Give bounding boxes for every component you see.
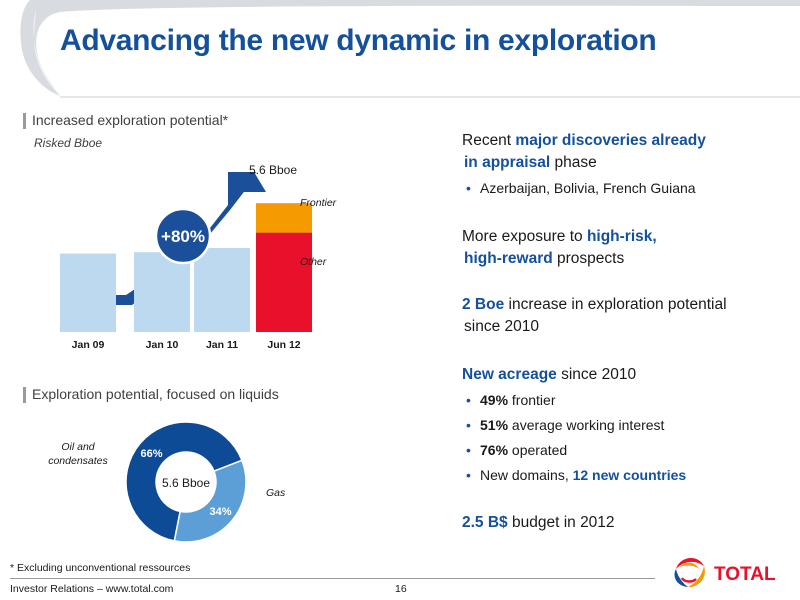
bullet-operated-value: 76% [480,442,509,458]
total-logo: TOTAL [674,557,776,588]
bullet-working-interest-text: average working interest [508,417,665,433]
growth-arrow-head [242,172,266,192]
section-heading-exploration-potential: Increased exploration potential* [22,112,229,129]
donut-slice-label-0: 66% [141,448,163,460]
p1-text-1: Recent [462,132,516,149]
header-swoosh [20,0,800,98]
footer-investor-relations: Investor Relations – www.total.com [10,583,174,595]
footnote: * Excluding unconventional ressources [10,562,191,574]
oil-label-line2: condensates [48,455,108,467]
p2-highlight-2: high-reward [464,250,553,267]
bullet-frontier-value: 49% [480,392,509,408]
x-tick-label: Jan 11 [206,339,238,351]
p1-highlight-1: major discoveries already [515,132,706,149]
other-label: Other [300,256,327,268]
p1-highlight-2: in appraisal [464,154,551,171]
page-number: 16 [395,583,407,595]
bullet-frontier: 49% frontier [466,392,556,408]
footer-divider [10,578,655,579]
oil-label-line1: Oil and [61,441,95,453]
para-2-boe: 2 Boe increase in exploration potential … [462,294,727,338]
p3-text-1: increase in exploration potential [504,296,727,313]
bullet-new-domains-text: New domains, [480,467,573,483]
bar-chart: Jan 09 Jan 10 Jan 11 Jun 12 +80% 5.6 Bboe Fron… [60,163,337,351]
bullet-new-domains: New domains, 12 new countries [466,467,687,483]
x-tick-label: Jun 12 [267,339,300,351]
p4-highlight-1: New acreage [462,366,557,383]
x-tick-label: Jan 10 [146,339,179,351]
p2-text-1: More exposure to [462,228,587,245]
x-tick-label: Jan 09 [72,339,105,351]
p4-text-1: since 2010 [556,366,637,383]
p2-text-2: prospects [552,250,625,267]
p2-highlight-1: high-risk, [586,228,657,245]
donut-chart: 66% 34% 5.6 Bboe Oil and condensates Gas [48,421,286,543]
bar-frontier-jun-12 [256,203,312,233]
p5-text-1: budget in 2012 [507,514,615,531]
gas-label: Gas [266,487,286,499]
bullet-new-domains-highlight: 12 new countries [572,467,687,483]
section-subheading-risked-bboe: Risked Bboe [34,136,103,150]
logo-text: TOTAL [714,564,776,585]
p3-highlight-1: 2 Boe [462,296,505,313]
para-major-discoveries: Recent major discoveries already in appr… [462,130,706,174]
para-new-acreage: New acreage since 2010 [462,364,636,386]
p5-highlight-1: 2.5 B$ [462,514,508,531]
frontier-label: Frontier [300,197,337,209]
bullet-operated: 76% operated [466,442,568,458]
bullet-operated-text: operated [508,442,568,458]
growth-badge-label: +80% [161,227,205,246]
page-title: Advancing the new dynamic in exploration [60,24,657,57]
growth-badge [154,207,212,265]
section-heading-liquids: Exploration potential, focused on liquid… [23,386,279,403]
total-label: 5.6 Bboe [249,163,297,177]
bullet-frontier-text: frontier [508,392,556,408]
donut-center-label: 5.6 Bboe [162,476,210,490]
p3-text-2: since 2010 [464,318,539,335]
bullet-working-interest-value: 51% [480,417,509,433]
bar-jan-09 [60,253,116,332]
p1-text-2: phase [550,154,597,171]
bullet-working-interest: 51% average working interest [466,417,665,433]
bullet-azerbaijan: Azerbaijan, Bolivia, French Guiana [466,180,696,196]
bar-jun-12 [256,232,312,332]
bar-jan-10 [134,252,190,332]
para-high-risk: More exposure to high-risk, high-reward … [462,226,657,270]
donut-slice-label-1: 34% [209,506,231,518]
bar-jan-11 [194,248,250,332]
donut-slice-0 [125,421,243,542]
para-budget: 2.5 B$ budget in 2012 [462,512,615,534]
donut-slice-1 [173,459,247,543]
